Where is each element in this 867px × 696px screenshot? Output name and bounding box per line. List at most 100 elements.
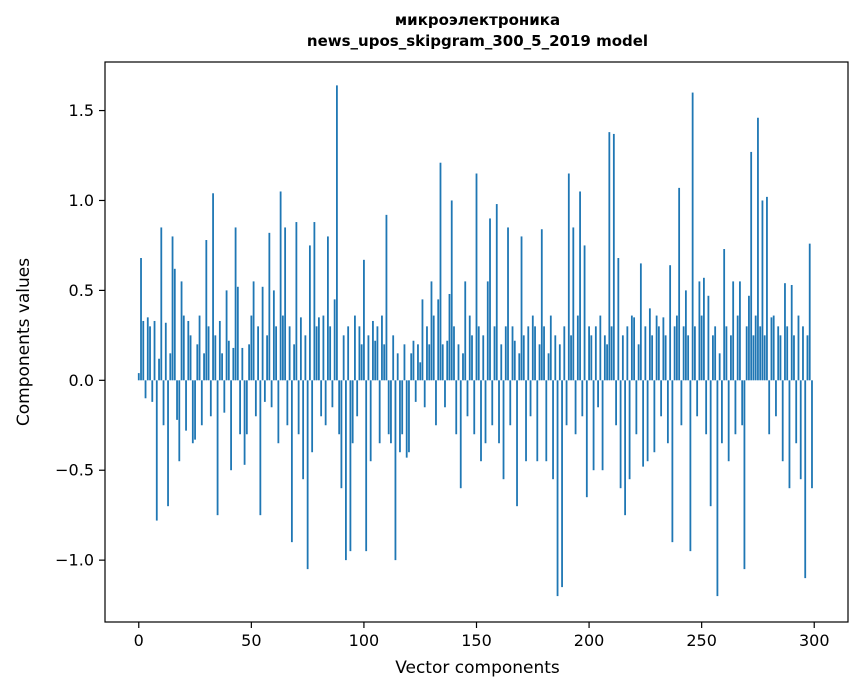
bar — [802, 326, 804, 381]
bar — [637, 344, 640, 381]
bar — [784, 283, 786, 381]
bar — [648, 308, 651, 381]
bar — [716, 380, 719, 597]
bar — [549, 315, 552, 381]
bar — [263, 380, 266, 402]
chart-title: микроэлектроника news_upos_skipgram_300_… — [105, 10, 850, 52]
bar — [806, 335, 809, 381]
bar — [730, 335, 732, 381]
y-tick-label: 0.0 — [69, 371, 94, 390]
bar — [223, 380, 226, 413]
bar — [320, 380, 323, 417]
bar — [236, 286, 239, 381]
bar — [383, 344, 386, 381]
bar — [392, 335, 395, 381]
bar — [317, 317, 320, 381]
bar — [191, 380, 194, 444]
bar — [196, 344, 199, 381]
bar — [345, 380, 347, 561]
bar — [754, 315, 757, 381]
bar — [657, 326, 660, 381]
bar — [290, 380, 293, 543]
bar — [311, 380, 314, 453]
bar — [666, 380, 669, 444]
bar — [349, 380, 352, 552]
bar — [736, 315, 739, 381]
bar — [331, 380, 334, 408]
bar — [624, 380, 626, 516]
bar — [694, 326, 696, 381]
bar — [619, 380, 622, 489]
bar — [153, 320, 156, 381]
bar — [628, 380, 631, 480]
bar — [437, 299, 440, 381]
bar — [225, 290, 228, 381]
bar — [151, 380, 154, 402]
bar — [644, 326, 647, 381]
bar — [432, 315, 435, 381]
bar — [450, 200, 453, 381]
bar — [509, 380, 512, 426]
bar — [531, 315, 534, 381]
bar — [396, 353, 399, 381]
bar — [198, 315, 201, 381]
bar — [372, 320, 374, 381]
bar — [513, 340, 516, 381]
bar — [466, 380, 469, 417]
bar — [324, 380, 327, 426]
bar — [651, 335, 654, 381]
bar — [597, 380, 599, 408]
bar — [712, 335, 714, 381]
bar — [642, 380, 645, 467]
bar — [617, 258, 620, 381]
bar — [570, 335, 572, 381]
bar — [687, 335, 690, 381]
bar — [788, 380, 791, 489]
bar — [142, 320, 145, 381]
chart-title-line2: news_upos_skipgram_300_5_2019 model — [306, 32, 649, 50]
bar — [284, 227, 287, 381]
bar — [286, 380, 289, 426]
bar — [525, 380, 527, 462]
bar — [727, 380, 730, 462]
bar — [473, 380, 476, 435]
bar — [612, 133, 615, 381]
x-tick-label: 150 — [461, 631, 492, 650]
bar — [173, 268, 176, 381]
bar — [444, 380, 446, 408]
bar — [144, 380, 147, 399]
bar — [399, 380, 401, 453]
bar — [630, 315, 633, 381]
bar — [678, 187, 681, 381]
bar — [435, 380, 437, 426]
bar — [268, 232, 271, 381]
y-tick-label: 0.5 — [69, 281, 94, 300]
bar — [545, 380, 548, 462]
bar — [725, 326, 728, 381]
bar — [538, 344, 541, 381]
bar — [475, 173, 478, 381]
bar — [455, 380, 458, 435]
bar — [567, 173, 570, 381]
bar — [182, 315, 185, 381]
bar — [671, 380, 674, 543]
bar — [732, 281, 735, 381]
bar — [459, 380, 462, 489]
bar — [304, 335, 307, 381]
bar — [194, 380, 196, 440]
bar — [297, 380, 300, 435]
bar — [446, 340, 449, 381]
bar — [216, 380, 219, 516]
bar — [721, 380, 723, 444]
bar — [394, 380, 397, 561]
bar — [594, 326, 597, 381]
bar — [703, 277, 705, 381]
bar — [507, 227, 509, 381]
bar — [327, 236, 329, 381]
bar — [660, 380, 663, 417]
bar — [390, 380, 392, 444]
bar — [178, 380, 181, 462]
bar — [565, 380, 568, 426]
bar — [750, 151, 753, 381]
